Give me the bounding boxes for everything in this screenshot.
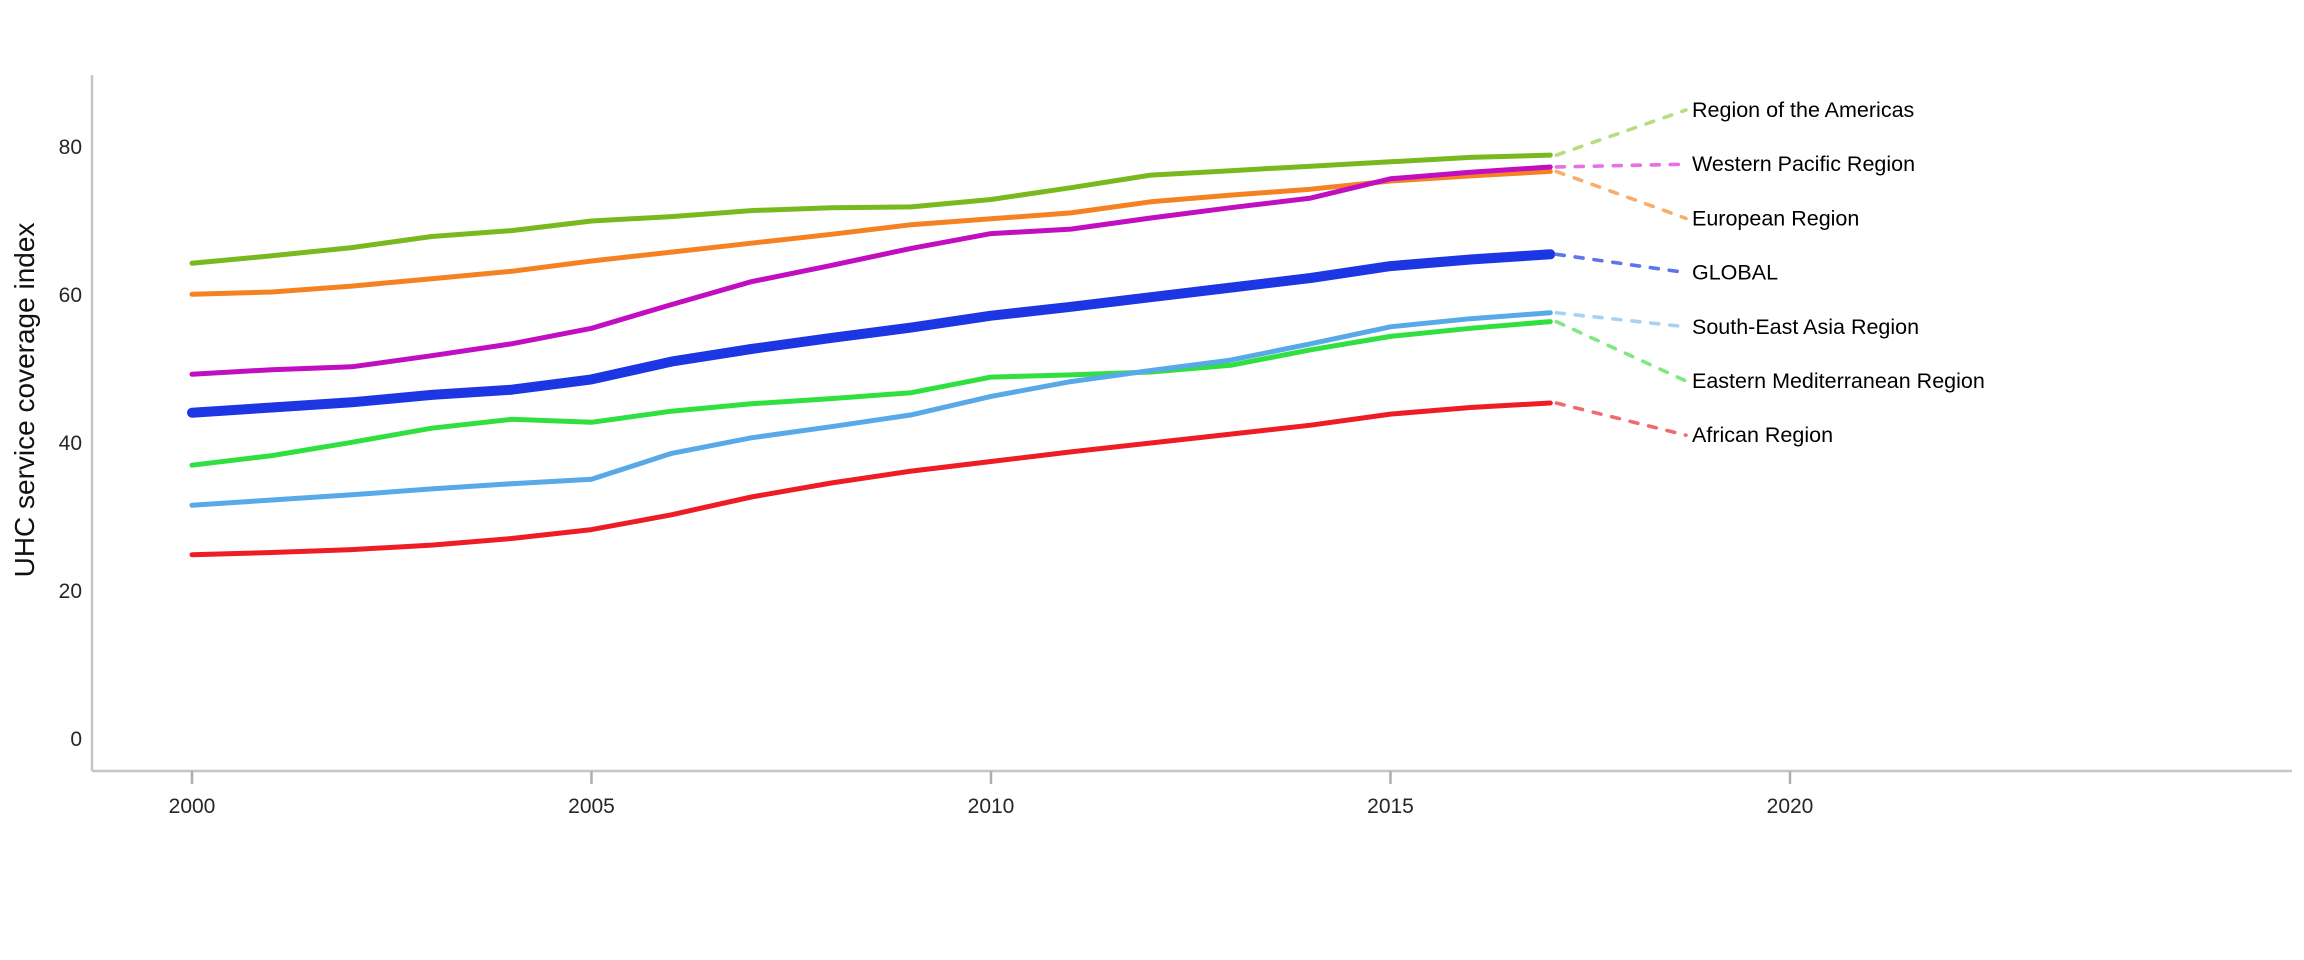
leader-line-global — [1554, 252, 1688, 275]
series-line-region-of-the-americas — [189, 152, 1553, 266]
y-tick-label: 80 — [59, 136, 82, 159]
x-tick-label: 2000 — [169, 795, 216, 818]
legend-label-western-pacific-region: Western Pacific Region — [1692, 152, 1915, 176]
axes: 2000 2005 2010 2015 2020 0 20 40 60 80 — [59, 75, 2292, 818]
leader-line-eastern-mediterranean-region — [1554, 319, 1688, 383]
series-line-south-east-asia-region — [189, 310, 1553, 508]
leader-line-african-region — [1554, 401, 1688, 438]
leader-line-european-region — [1554, 169, 1688, 221]
series-line-global — [187, 249, 1556, 418]
legend-label-eastern-mediterranean-region: Eastern Mediterranean Region — [1692, 369, 1985, 393]
series-lines — [187, 152, 1556, 558]
y-tick-label: 0 — [70, 728, 82, 751]
series-line-african-region — [189, 400, 1553, 558]
x-tick-label: 2010 — [968, 795, 1015, 818]
legend-label-region-of-the-americas: Region of the Americas — [1692, 98, 1914, 122]
x-tick-label: 2015 — [1367, 795, 1414, 818]
leader-line-region-of-the-americas — [1554, 108, 1688, 157]
legend-label-global: GLOBAL — [1692, 261, 1778, 285]
y-tick-label: 60 — [59, 284, 82, 307]
leader-line-western-pacific-region — [1554, 162, 1688, 169]
legend-label-african-region: African Region — [1692, 423, 1833, 447]
series-line-western-pacific-region — [189, 164, 1553, 377]
legend-label-european-region: European Region — [1692, 206, 1859, 230]
series-line-eastern-mediterranean-region — [189, 319, 1553, 468]
y-axis-title: UHC service coverage index — [9, 223, 40, 578]
legend-leader-lines — [1554, 108, 1688, 438]
x-tick-label: 2020 — [1767, 795, 1814, 818]
legend-label-south-east-asia-region: South-East Asia Region — [1692, 315, 1919, 339]
legend-labels: Region of the Americas Western Pacific Re… — [1692, 98, 1985, 447]
y-tick-label: 20 — [59, 580, 82, 603]
series-line-european-region — [189, 168, 1553, 297]
x-tick-label: 2005 — [568, 795, 615, 818]
leader-line-south-east-asia-region — [1554, 310, 1688, 329]
y-tick-label: 40 — [59, 432, 82, 455]
